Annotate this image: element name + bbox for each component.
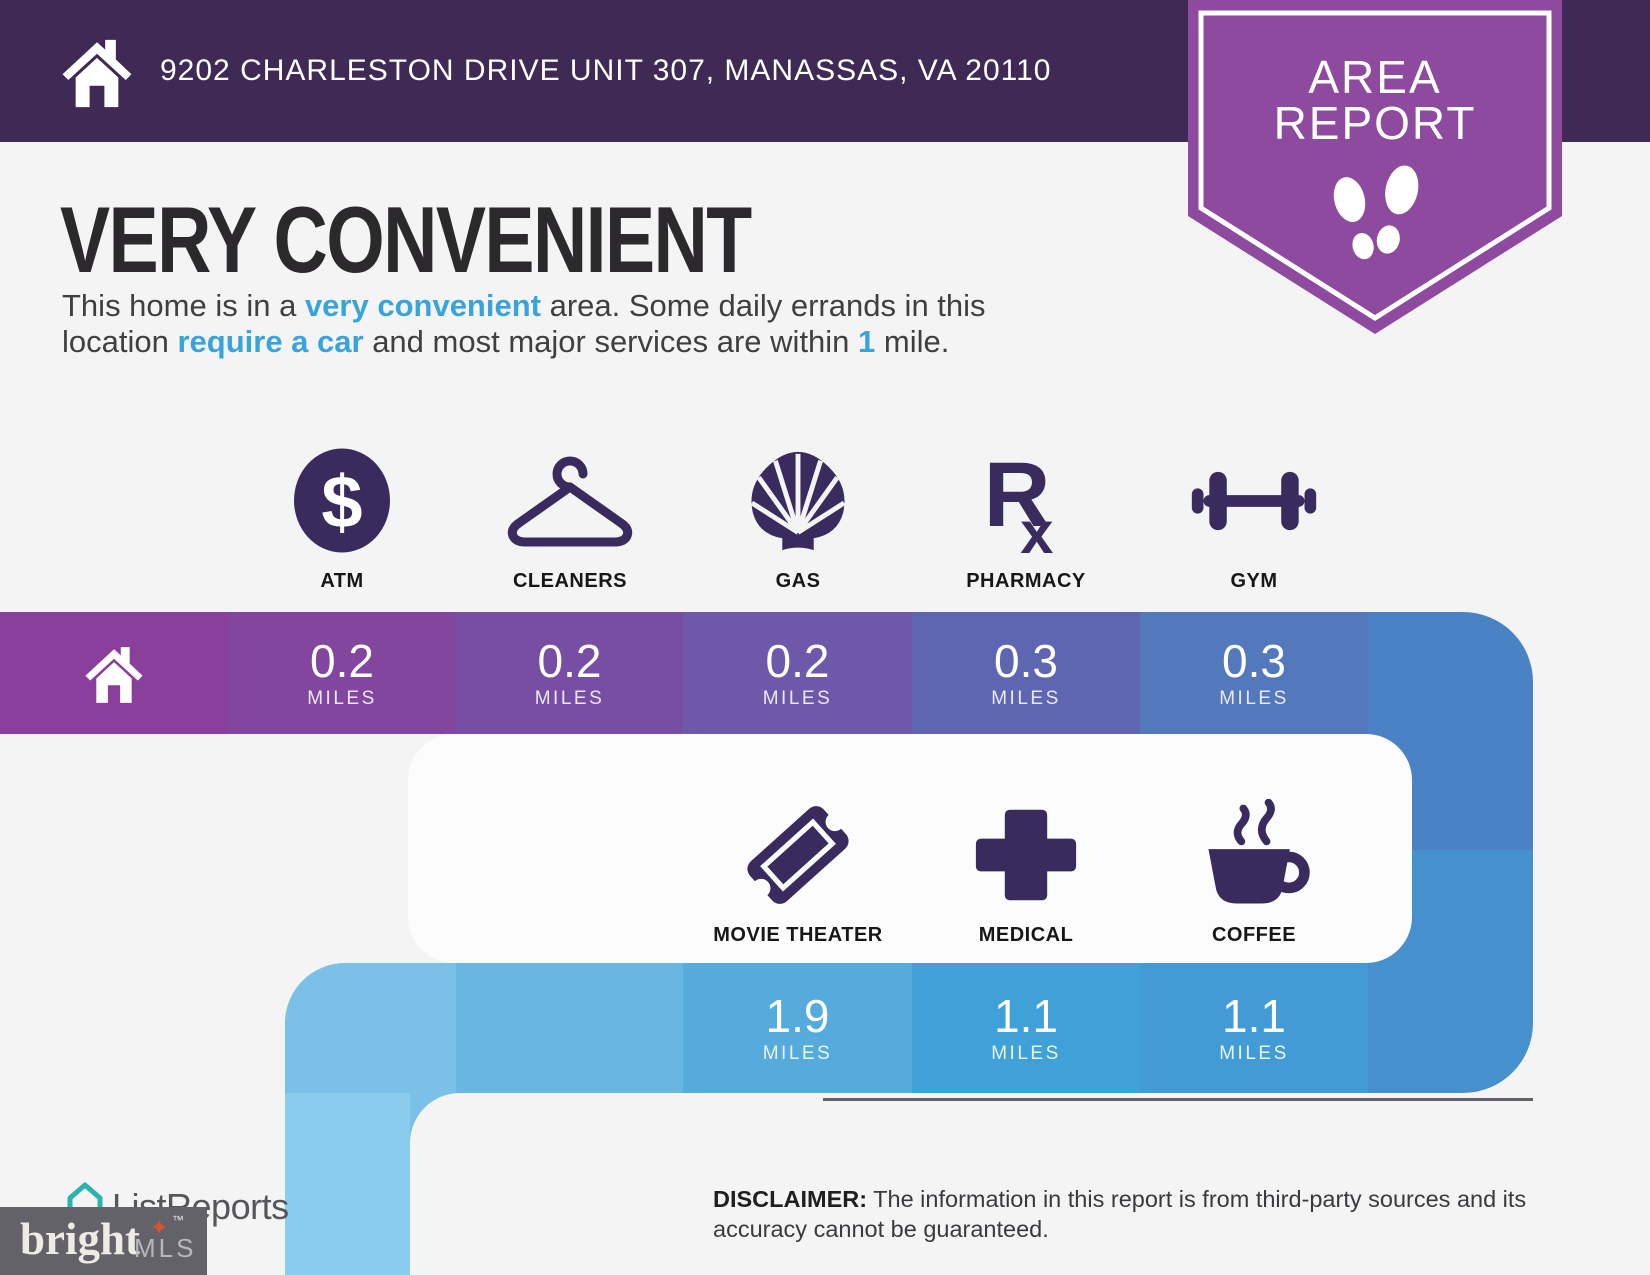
row2-panel: [408, 734, 1412, 963]
distance-cell-gas: 0.2 MILES: [683, 612, 912, 734]
badge-line2: REPORT: [1273, 97, 1477, 149]
rx-icon: R x: [984, 446, 1054, 556]
mls-label: MLS: [134, 1233, 197, 1263]
place-label: GAS: [775, 570, 821, 592]
distance-unit: MILES: [991, 687, 1061, 709]
hanger-icon: [507, 456, 633, 547]
description-line1: This home is in a very convenient area. …: [62, 288, 986, 323]
atm-icon: $: [294, 448, 390, 553]
route-segment: [456, 963, 683, 1093]
distance-unit: MILES: [1219, 1042, 1289, 1064]
place-label: MEDICAL: [978, 924, 1074, 946]
distance-value: 1.9: [765, 989, 830, 1042]
property-address: 9202 CHARLESTON DRIVE UNIT 307, MANASSAS…: [160, 54, 1052, 87]
badge-line1: AREA: [1308, 51, 1442, 103]
area-report-badge: AREA REPORT: [1188, 0, 1562, 338]
distance-value: 0.3: [994, 634, 1058, 687]
svg-text:R: R: [984, 446, 1051, 546]
distance-value: 0.3: [1222, 634, 1286, 687]
shell-icon: [750, 451, 846, 551]
home-icon: [62, 39, 132, 108]
distance-cell-movie-theater: 1.9 MILES: [683, 963, 912, 1093]
description: This home is in a very convenient area. …: [62, 288, 1182, 360]
place-label: GYM: [1230, 570, 1278, 592]
distance-cell-coffee: 1.1 MILES: [1140, 963, 1368, 1093]
svg-text:x: x: [1020, 499, 1053, 556]
bright-wordmark: bright: [20, 1214, 141, 1264]
place-medical: MEDICAL: [906, 790, 1146, 947]
distance-cell-gym: 0.3 MILES: [1140, 612, 1368, 734]
description-line2: location require a car and most major se…: [62, 324, 950, 359]
distance-cell-cleaners: 0.2 MILES: [456, 612, 683, 734]
distance-unit: MILES: [762, 1042, 833, 1064]
distance-unit: MILES: [307, 687, 377, 709]
home-icon: [85, 647, 143, 703]
route-vertical-upper: [1412, 734, 1533, 850]
place-movie-theater: MOVIE THEATER: [678, 790, 918, 947]
svg-text:$: $: [321, 461, 362, 544]
footprints-icon: [1333, 165, 1419, 260]
route-vertical-lower: [1412, 850, 1533, 963]
place-pharmacy: R x PHARMACY: [906, 436, 1146, 593]
place-label: MOVIE THEATER: [713, 924, 883, 946]
badge-ribbon: [1188, 0, 1562, 334]
distance-cell-pharmacy: 0.3 MILES: [912, 612, 1140, 734]
place-gas: GAS: [678, 436, 918, 593]
disclaimer: DISCLAIMER: The information in this repo…: [713, 1184, 1553, 1244]
distance-band-row1: 0.2 MILES 0.2 MILES 0.2 MILES 0.3 MILES …: [0, 612, 1368, 734]
distance-unit: MILES: [534, 687, 605, 709]
distance-unit: MILES: [762, 687, 833, 709]
distance-value: 0.2: [537, 634, 602, 687]
place-coffee: COFFEE: [1134, 790, 1374, 947]
medical-cross-icon: [975, 809, 1077, 901]
place-label: CLEANERS: [512, 570, 627, 592]
place-label: ATM: [320, 570, 364, 592]
place-atm: $ ATM: [222, 436, 462, 593]
home-cell: [0, 612, 228, 734]
listreports-house-icon: [67, 1182, 103, 1217]
badge-title: AREA REPORT: [1188, 54, 1562, 146]
distance-band-row2: 1.9 MILES 1.1 MILES 1.1 MILES: [285, 963, 1368, 1093]
place-cleaners: CLEANERS: [450, 436, 690, 593]
route-corner-bottom-right: [1368, 963, 1533, 1093]
place-label: COFFEE: [1211, 924, 1297, 946]
bright-star-icon: ✦: [150, 1215, 169, 1240]
disclaimer-line2: accuracy cannot be guaranteed.: [713, 1216, 1049, 1242]
coffee-cup-icon: [1208, 799, 1310, 904]
distance-value: 1.1: [994, 989, 1058, 1042]
place-gym: GYM: [1134, 436, 1374, 593]
place-label: PHARMACY: [966, 570, 1086, 592]
page-title: VERY CONVENIENT: [60, 187, 752, 292]
dumbbell-icon: [1191, 471, 1317, 531]
distance-unit: MILES: [991, 1042, 1061, 1064]
route-corner-top-right: [1368, 612, 1533, 734]
ticket-icon: [747, 806, 849, 904]
distance-unit: MILES: [1219, 687, 1289, 709]
distance-value: 1.1: [1222, 989, 1286, 1042]
distance-value: 0.2: [310, 634, 374, 687]
distance-value: 0.2: [765, 634, 830, 687]
disclaimer-line1: DISCLAIMER: The information in this repo…: [713, 1186, 1527, 1212]
distance-cell-atm: 0.2 MILES: [228, 612, 456, 734]
divider: [823, 1098, 1533, 1101]
distance-cell-medical: 1.1 MILES: [912, 963, 1140, 1093]
route-segment: [285, 963, 456, 1093]
trademark-symbol: ™: [172, 1213, 184, 1227]
bright-mls-logo: bright ✦ ™ MLS: [0, 1207, 207, 1275]
